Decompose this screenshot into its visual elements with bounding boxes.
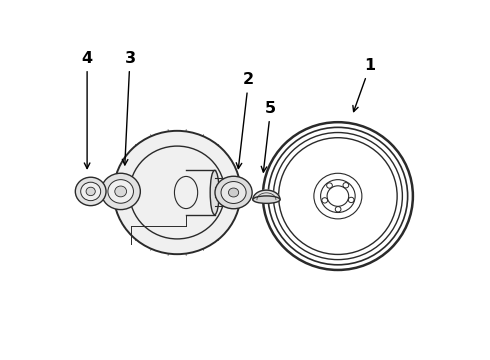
Ellipse shape bbox=[230, 177, 234, 180]
Ellipse shape bbox=[101, 173, 140, 210]
Ellipse shape bbox=[115, 186, 126, 197]
Ellipse shape bbox=[230, 186, 234, 189]
Text: 5: 5 bbox=[261, 101, 276, 172]
Ellipse shape bbox=[86, 187, 95, 195]
Polygon shape bbox=[253, 190, 280, 200]
Ellipse shape bbox=[129, 146, 225, 239]
Text: 2: 2 bbox=[236, 72, 254, 168]
Ellipse shape bbox=[210, 170, 219, 215]
Ellipse shape bbox=[253, 196, 280, 203]
Ellipse shape bbox=[108, 180, 133, 203]
Ellipse shape bbox=[230, 196, 234, 199]
Text: 4: 4 bbox=[81, 51, 93, 168]
Ellipse shape bbox=[81, 182, 100, 201]
Ellipse shape bbox=[215, 176, 252, 209]
Ellipse shape bbox=[114, 131, 241, 254]
Ellipse shape bbox=[230, 204, 234, 207]
Ellipse shape bbox=[75, 177, 106, 206]
Ellipse shape bbox=[221, 181, 246, 203]
Text: 3: 3 bbox=[122, 51, 136, 165]
Text: 1: 1 bbox=[353, 58, 376, 112]
Ellipse shape bbox=[228, 188, 239, 197]
